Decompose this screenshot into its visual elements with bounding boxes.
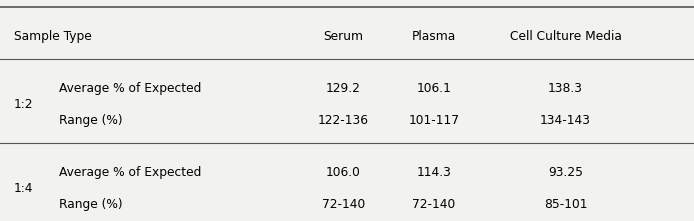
Text: 72-140: 72-140 xyxy=(322,198,365,211)
Text: 106.1: 106.1 xyxy=(416,82,451,95)
Text: Range (%): Range (%) xyxy=(59,198,123,211)
Text: Cell Culture Media: Cell Culture Media xyxy=(509,30,622,43)
Text: 1:4: 1:4 xyxy=(14,182,33,195)
Text: Average % of Expected: Average % of Expected xyxy=(59,82,201,95)
Text: 101-117: 101-117 xyxy=(408,114,459,127)
Text: Serum: Serum xyxy=(323,30,364,43)
Text: Sample Type: Sample Type xyxy=(14,30,92,43)
Text: 129.2: 129.2 xyxy=(326,82,361,95)
Text: 85-101: 85-101 xyxy=(544,198,587,211)
Text: 134-143: 134-143 xyxy=(540,114,591,127)
Text: Plasma: Plasma xyxy=(412,30,456,43)
Text: 93.25: 93.25 xyxy=(548,166,583,179)
Text: Range (%): Range (%) xyxy=(59,114,123,127)
Text: Average % of Expected: Average % of Expected xyxy=(59,166,201,179)
Text: 122-136: 122-136 xyxy=(318,114,369,127)
Text: 138.3: 138.3 xyxy=(548,82,583,95)
Text: 72-140: 72-140 xyxy=(412,198,455,211)
Text: 1:2: 1:2 xyxy=(14,98,33,111)
Text: 106.0: 106.0 xyxy=(326,166,361,179)
Text: 114.3: 114.3 xyxy=(416,166,451,179)
